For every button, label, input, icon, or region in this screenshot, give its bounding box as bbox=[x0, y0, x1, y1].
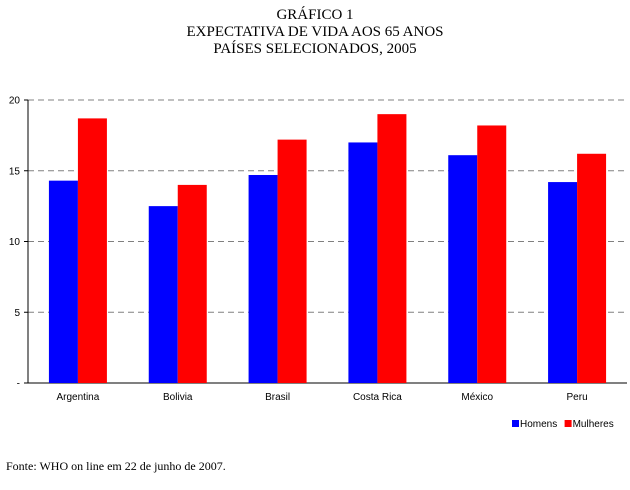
x-tick-label: Brasil bbox=[265, 392, 290, 403]
bar-mulheres-5 bbox=[577, 153, 607, 383]
bar-homens-2 bbox=[248, 174, 278, 383]
chart-subtitle-line-1: EXPECTATIVA DE VIDA AOS 65 ANOS bbox=[186, 24, 444, 40]
x-tick-label: Costa Rica bbox=[353, 392, 402, 403]
bar-mulheres-3 bbox=[377, 114, 407, 384]
legend-swatch bbox=[512, 420, 519, 427]
bar-mulheres-4 bbox=[477, 125, 507, 383]
bar-chart: - 5 10 15 20 Argentina Bolivia Brasil Costa Rica… bbox=[9, 96, 627, 430]
legend-label: Mulheres bbox=[573, 419, 614, 430]
x-tick-label: Peru bbox=[567, 392, 588, 403]
bar-homens-5 bbox=[548, 182, 578, 383]
bar-mulheres-1 bbox=[177, 184, 207, 383]
legend-swatch bbox=[564, 420, 572, 427]
chart-subtitle-line-2: PAÍSES SELECIONADOS, 2005 bbox=[213, 41, 417, 57]
y-tick-label: 5 bbox=[14, 308, 20, 319]
y-tick-label: 20 bbox=[9, 96, 21, 107]
chart-title: GRÁFICO 1 bbox=[276, 7, 354, 23]
y-tick-label: 15 bbox=[9, 166, 21, 177]
y-tick-label: - bbox=[17, 379, 20, 390]
bar-mulheres-2 bbox=[277, 139, 307, 383]
bar-homens-1 bbox=[148, 206, 178, 383]
bar-homens-0 bbox=[48, 180, 78, 383]
bar-homens-4 bbox=[448, 155, 478, 383]
x-tick-label: Argentina bbox=[57, 392, 100, 403]
bar-mulheres-0 bbox=[77, 118, 107, 384]
y-tick-label: 10 bbox=[9, 237, 21, 248]
source-note: Fonte: WHO on line em 22 de junho de 200… bbox=[6, 459, 226, 473]
bar-homens-3 bbox=[348, 142, 378, 383]
x-tick-label: Bolivia bbox=[163, 392, 193, 403]
x-tick-label: México bbox=[461, 392, 493, 403]
legend-label: Homens bbox=[520, 419, 557, 430]
